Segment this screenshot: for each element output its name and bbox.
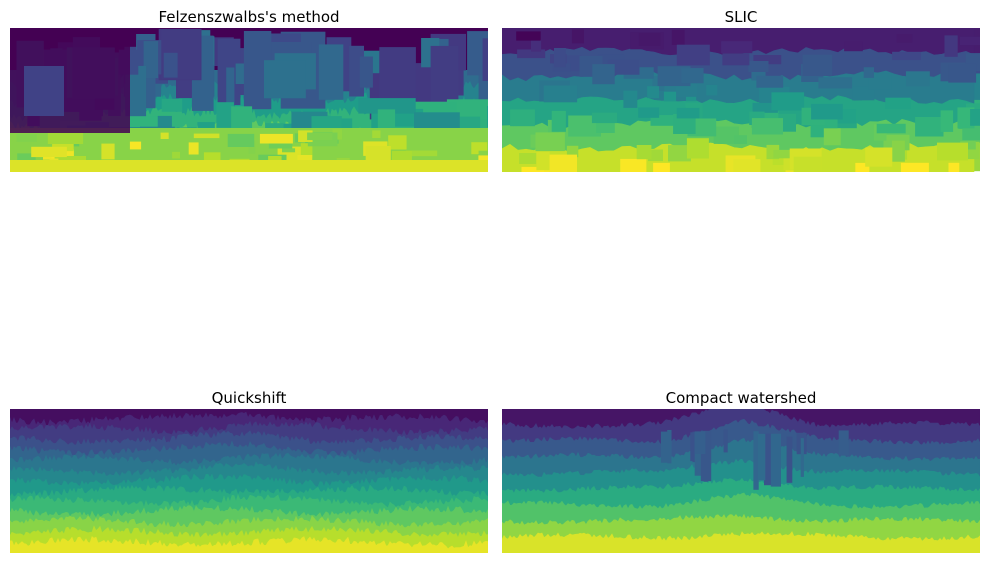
panel-title: Compact watershed	[502, 387, 980, 409]
segmentation-image	[502, 409, 980, 553]
panel-title: Quickshift	[10, 387, 488, 409]
panel-title: SLIC	[502, 6, 980, 28]
segmentation-image	[10, 28, 488, 172]
segmentation-image	[502, 28, 980, 172]
segmentation-image	[10, 409, 488, 553]
panel-title: Felzenszwalbs's method	[10, 6, 488, 28]
